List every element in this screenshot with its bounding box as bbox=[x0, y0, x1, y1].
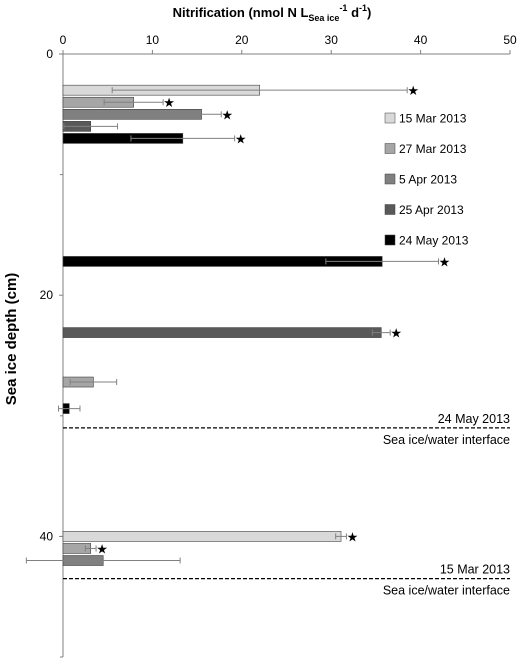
legend-swatch bbox=[384, 173, 396, 185]
axes: 0 10 20 30 40 50 0 20 40 bbox=[40, 33, 517, 658]
x-tick-label: 30 bbox=[325, 33, 339, 47]
legend-label: 25 Apr 2013 bbox=[399, 203, 464, 217]
legend-label: 5 Apr 2013 bbox=[399, 173, 457, 187]
interface-date: 15 Mar 2013 bbox=[440, 563, 510, 577]
bar bbox=[62, 109, 202, 120]
interface-date: 24 May 2013 bbox=[438, 412, 510, 426]
significance-star-icon: ★ bbox=[407, 84, 419, 99]
title-sub: Sea ice bbox=[308, 13, 339, 23]
bar bbox=[62, 327, 382, 338]
bar bbox=[62, 531, 342, 542]
legend-label: 24 May 2013 bbox=[399, 234, 469, 248]
y-tick-label: 0 bbox=[46, 47, 53, 61]
legend-swatch bbox=[384, 112, 396, 124]
significance-star-icon: ★ bbox=[235, 132, 247, 147]
legend-swatch bbox=[384, 204, 396, 215]
legend-swatch bbox=[384, 143, 396, 154]
legend-label: 27 Mar 2013 bbox=[399, 142, 467, 156]
significance-star-icon: ★ bbox=[221, 108, 233, 123]
title-prefix: Nitrification (nmol N L bbox=[173, 5, 309, 20]
interface-lines: 24 May 2013 Sea ice/water interface 15 Mar… bbox=[63, 412, 510, 598]
title-sup1: -1 bbox=[339, 3, 347, 13]
y-tick-label: 20 bbox=[40, 288, 54, 302]
significance-star-icon: ★ bbox=[96, 542, 108, 557]
y-axis-label: Sea ice depth (cm) bbox=[3, 273, 20, 406]
x-tick-label: 20 bbox=[235, 33, 249, 47]
title-sup2: -1 bbox=[359, 3, 367, 13]
interface-label: Sea ice/water interface bbox=[383, 433, 510, 447]
x-tick-label: 40 bbox=[414, 33, 428, 47]
significance-star-icon: ★ bbox=[390, 327, 402, 342]
chart-title: Nitrification (nmol N LSea ice-1 d-1) bbox=[173, 3, 372, 23]
y-tick-label: 40 bbox=[40, 529, 54, 543]
title-mid: d bbox=[347, 5, 359, 20]
significance-star-icon: ★ bbox=[439, 255, 451, 270]
significance-star-icon: ★ bbox=[347, 530, 359, 545]
interface-label: Sea ice/water interface bbox=[383, 584, 510, 598]
legend: 15 Mar 2013 27 Mar 2013 5 Apr 2013 25 Apr 2… bbox=[384, 112, 469, 248]
x-tick-label: 50 bbox=[503, 33, 517, 47]
legend-swatch bbox=[384, 234, 396, 246]
legend-label: 15 Mar 2013 bbox=[399, 112, 467, 126]
significance-star-icon: ★ bbox=[163, 96, 175, 111]
x-tick-label: 10 bbox=[146, 33, 160, 47]
title-suffix: ) bbox=[367, 5, 371, 20]
bars-layer: ★★★★★★★★ bbox=[25, 84, 451, 566]
x-tick-label: 0 bbox=[60, 33, 67, 47]
